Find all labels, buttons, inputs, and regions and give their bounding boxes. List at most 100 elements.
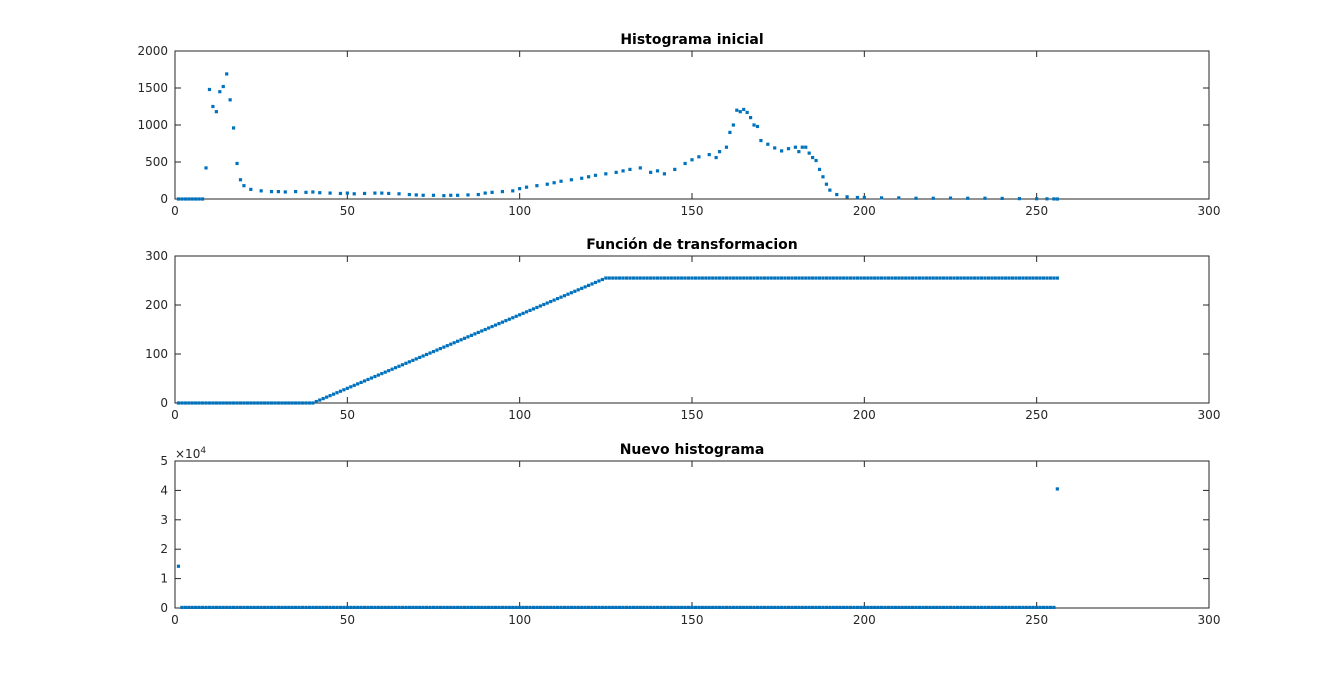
data-point bbox=[993, 605, 997, 610]
data-point bbox=[669, 605, 673, 610]
data-point bbox=[800, 276, 804, 280]
data-point bbox=[214, 605, 218, 610]
data-point bbox=[866, 605, 870, 610]
data-point bbox=[742, 107, 746, 112]
data-point bbox=[387, 605, 391, 610]
data-point bbox=[469, 333, 474, 337]
x-tick-label: 150 bbox=[681, 408, 704, 422]
data-point bbox=[659, 605, 663, 610]
data-point bbox=[528, 605, 532, 610]
data-point bbox=[1041, 276, 1046, 280]
x-tick-label: 250 bbox=[1025, 613, 1048, 627]
chart-title: Histograma inicial bbox=[620, 32, 763, 48]
y-tick-label: 0 bbox=[160, 192, 168, 206]
data-point bbox=[300, 605, 305, 610]
data-point bbox=[683, 161, 687, 166]
data-point bbox=[893, 605, 897, 610]
data-point bbox=[683, 276, 687, 280]
data-point bbox=[986, 276, 991, 280]
data-point bbox=[997, 276, 1001, 280]
data-point bbox=[283, 190, 287, 194]
data-point bbox=[690, 158, 694, 162]
data-point bbox=[959, 605, 963, 610]
data-point bbox=[197, 197, 201, 201]
data-point bbox=[666, 605, 670, 610]
data-point bbox=[817, 276, 822, 280]
x-tick-label: 300 bbox=[1198, 204, 1221, 218]
data-point bbox=[580, 605, 584, 610]
data-point bbox=[390, 605, 394, 610]
data-point bbox=[759, 605, 763, 610]
data-point bbox=[387, 191, 391, 196]
data-point bbox=[838, 605, 842, 610]
data-point bbox=[931, 605, 935, 610]
data-point bbox=[1014, 276, 1018, 280]
data-point bbox=[862, 605, 866, 610]
data-point bbox=[638, 166, 642, 170]
data-point bbox=[807, 276, 811, 280]
data-point bbox=[928, 605, 932, 610]
data-point bbox=[235, 161, 239, 166]
data-point bbox=[614, 170, 618, 174]
data-point bbox=[731, 276, 735, 280]
data-point bbox=[745, 276, 749, 280]
data-point bbox=[359, 380, 363, 385]
data-point bbox=[797, 150, 801, 154]
x-tick-label: 0 bbox=[171, 204, 179, 218]
data-point bbox=[676, 276, 680, 280]
x-tick-label: 50 bbox=[340, 408, 355, 422]
data-point bbox=[755, 276, 760, 280]
data-point bbox=[1017, 605, 1022, 610]
data-point bbox=[414, 357, 418, 361]
data-point bbox=[786, 276, 791, 280]
data-point bbox=[276, 190, 280, 194]
data-point bbox=[507, 605, 511, 610]
data-point bbox=[738, 110, 742, 114]
data-point bbox=[318, 191, 322, 195]
data-point bbox=[476, 605, 480, 610]
data-point bbox=[728, 276, 732, 280]
data-point bbox=[266, 401, 270, 405]
data-point bbox=[714, 276, 718, 280]
data-point bbox=[1028, 276, 1032, 280]
data-point bbox=[349, 385, 353, 389]
data-point bbox=[1041, 605, 1046, 610]
data-point bbox=[966, 605, 970, 610]
data-point bbox=[614, 605, 618, 610]
data-point bbox=[745, 110, 749, 115]
data-point bbox=[649, 276, 653, 280]
data-point bbox=[531, 307, 536, 311]
data-point bbox=[738, 605, 742, 610]
data-point bbox=[342, 605, 346, 610]
data-point bbox=[1010, 276, 1015, 280]
data-point bbox=[242, 184, 246, 188]
data-point bbox=[345, 386, 349, 390]
data-point bbox=[252, 605, 256, 610]
data-point bbox=[842, 605, 846, 610]
data-point bbox=[945, 276, 949, 280]
data-point bbox=[979, 276, 984, 280]
data-point bbox=[411, 605, 415, 610]
data-point bbox=[793, 145, 797, 149]
data-point bbox=[580, 286, 584, 290]
data-point bbox=[1024, 605, 1028, 610]
data-point bbox=[338, 389, 343, 393]
data-point bbox=[631, 276, 636, 280]
data-point bbox=[814, 158, 818, 163]
data-point bbox=[228, 605, 232, 610]
data-point bbox=[835, 276, 839, 280]
data-point bbox=[473, 332, 477, 336]
data-point bbox=[573, 289, 577, 293]
data-point bbox=[218, 401, 222, 405]
data-point bbox=[249, 187, 253, 191]
data-point bbox=[669, 276, 673, 280]
data-point bbox=[200, 401, 205, 405]
data-point bbox=[555, 605, 560, 610]
data-point bbox=[318, 605, 322, 610]
data-point bbox=[569, 605, 573, 610]
data-point bbox=[780, 149, 784, 153]
data-point bbox=[1055, 487, 1059, 491]
data-point bbox=[831, 605, 835, 610]
data-point bbox=[369, 376, 374, 380]
data-point bbox=[238, 178, 243, 182]
